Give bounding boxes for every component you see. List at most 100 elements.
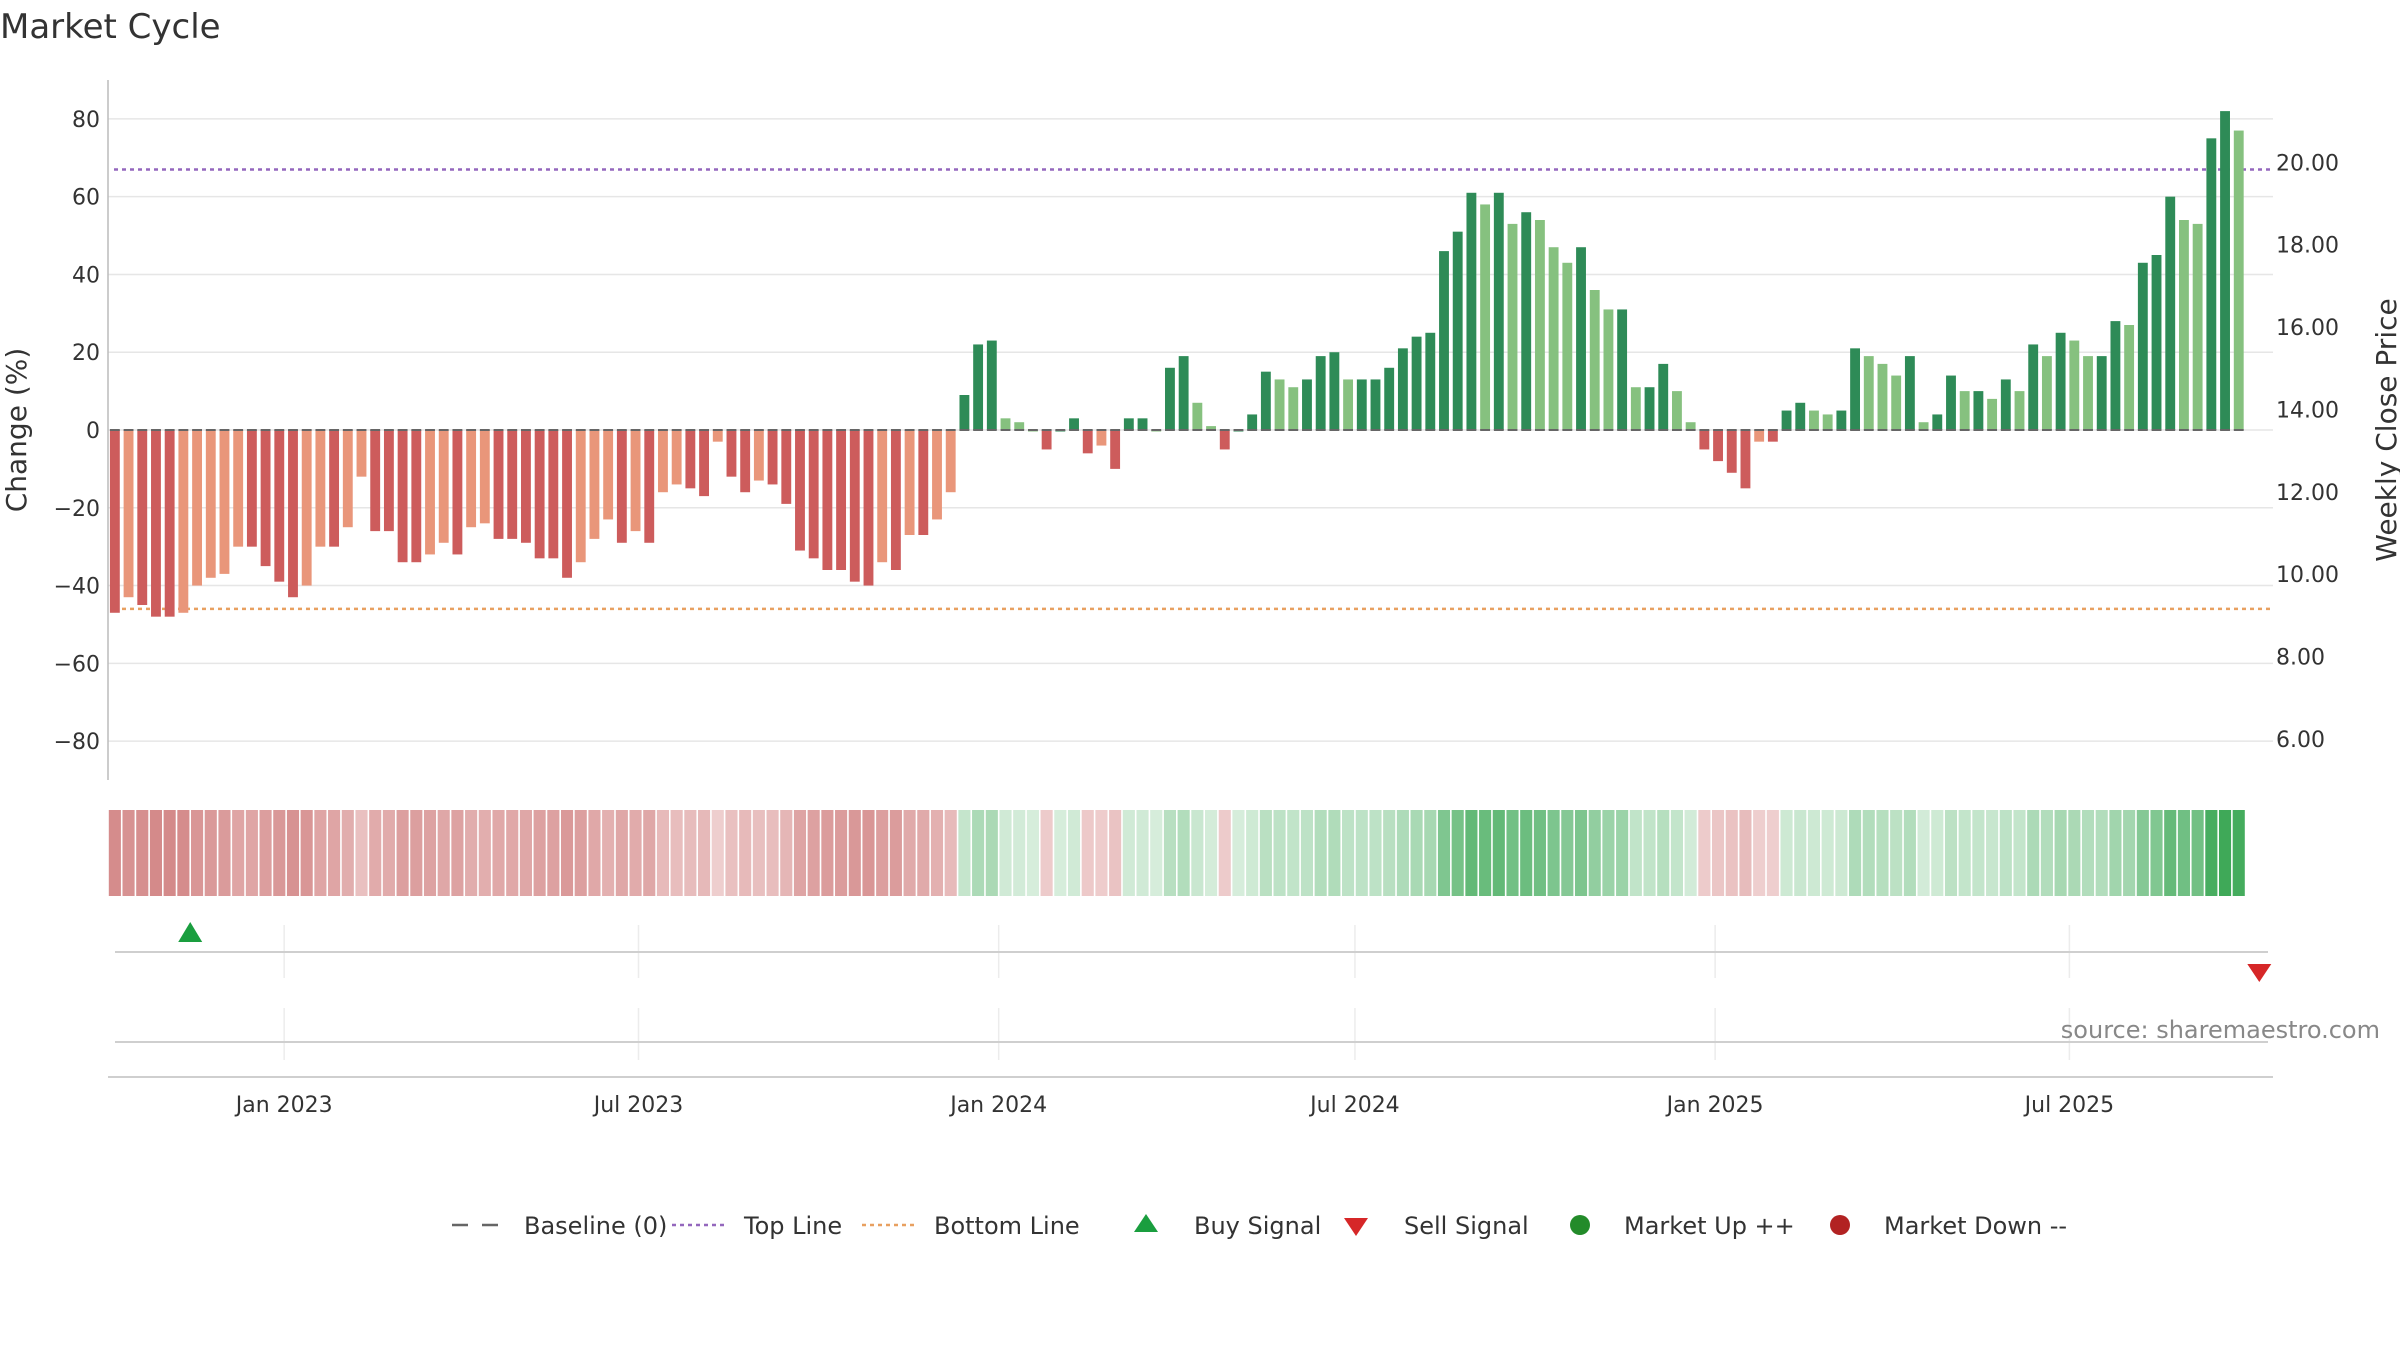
strip-cell (656, 810, 670, 896)
bar (2151, 255, 2162, 430)
strip-cell (1766, 810, 1779, 896)
x-tick-label: Jan 2024 (948, 1093, 1047, 1118)
bar (986, 340, 997, 430)
bar (1891, 375, 1902, 430)
x-tick-label: Jul 2024 (1308, 1093, 1400, 1118)
strip-cell (1890, 810, 1903, 896)
y2-tick-label: 20.00 (2276, 151, 2339, 176)
bar (1973, 391, 1984, 430)
bar (151, 430, 161, 617)
bar (2137, 262, 2148, 430)
strip-cell (1081, 810, 1094, 896)
strip-cell (506, 810, 519, 896)
bar (548, 430, 559, 559)
y2-tick-label: 10.00 (2276, 563, 2339, 588)
strip-cell (492, 810, 505, 896)
strip-cell (602, 810, 615, 896)
bar (2069, 340, 2080, 430)
bar (1192, 402, 1203, 430)
strip-cell (136, 810, 149, 896)
legend-label: Buy Signal (1194, 1212, 1321, 1240)
bar (1781, 410, 1792, 430)
bar (1165, 367, 1175, 430)
bar (2179, 220, 2189, 430)
strip-cell (739, 810, 752, 896)
strip-cell (451, 810, 464, 896)
strip-cell (1561, 810, 1574, 896)
bar (1534, 220, 1545, 430)
strip-cell (848, 810, 861, 896)
strip-cell (1643, 810, 1656, 896)
strip-cell (369, 810, 382, 896)
bar (1822, 414, 1833, 430)
strip-cell (1492, 810, 1505, 896)
strip-cell (314, 810, 327, 896)
bar (1069, 418, 1079, 430)
bar (192, 430, 202, 586)
bar (1672, 391, 1682, 430)
bar (356, 430, 367, 477)
legend-item: Market Up ++ (1570, 1212, 1795, 1240)
strip-cell (999, 810, 1012, 896)
strip-cell (1588, 810, 1601, 896)
strip-cell (341, 810, 354, 896)
strip-cell (1026, 810, 1039, 896)
strip-cell (780, 810, 793, 896)
bar (1576, 247, 1586, 430)
bar (877, 430, 888, 563)
strip-cell (1903, 810, 1916, 896)
bar (233, 430, 244, 547)
bar (1589, 290, 1600, 430)
strip-cell (2136, 810, 2149, 896)
strip-cell (958, 810, 971, 896)
strip-cell (1095, 810, 1108, 896)
bar (2014, 391, 2025, 430)
y2-tick-label: 8.00 (2276, 645, 2325, 670)
strip-cell (355, 810, 368, 896)
strip-cell (1876, 810, 1889, 896)
y2-tick-label: 14.00 (2276, 398, 2339, 423)
bar (767, 430, 778, 485)
legend-label: Market Down -- (1884, 1212, 2067, 1240)
bar (1603, 309, 1614, 430)
bar (671, 430, 682, 485)
y-tick-label: 20 (72, 341, 100, 366)
strip-cell (1602, 810, 1615, 896)
y2-tick-label: 6.00 (2276, 728, 2325, 753)
strip-cell (1437, 810, 1451, 896)
legend: Baseline (0) Top Line Bottom Line Buy Signa… (452, 1212, 2067, 1240)
bar (370, 430, 381, 532)
strip-cell (177, 810, 190, 896)
strip-cell (1163, 810, 1176, 896)
bar (1562, 262, 1573, 430)
strip-cell (670, 810, 683, 896)
bar (438, 430, 449, 543)
signal-panel (178, 922, 2272, 982)
bar (1110, 430, 1121, 469)
bar (342, 430, 353, 528)
strip-cell (163, 810, 176, 896)
strip-cell (533, 810, 546, 896)
strip-cell (1109, 810, 1122, 896)
bar (562, 430, 572, 578)
bar (1178, 356, 1189, 430)
bar (288, 430, 298, 598)
bar (1315, 356, 1326, 430)
bar (1987, 398, 1998, 430)
strip-cell (1232, 810, 1245, 896)
strip-cell (2123, 810, 2136, 896)
strip-cell (547, 810, 560, 896)
strip-cell (560, 810, 574, 896)
bar (740, 430, 751, 493)
cycle-strip (108, 810, 2245, 896)
bar (685, 430, 696, 489)
bar (726, 430, 737, 477)
strip-cell (1451, 810, 1464, 896)
strip-cell (108, 810, 121, 896)
strip-cell (1725, 810, 1738, 896)
strip-cell (1520, 810, 1533, 896)
strip-cell (478, 810, 491, 896)
bar (219, 430, 230, 574)
strip-cell (2232, 810, 2245, 896)
strip-cell (1424, 810, 1437, 896)
